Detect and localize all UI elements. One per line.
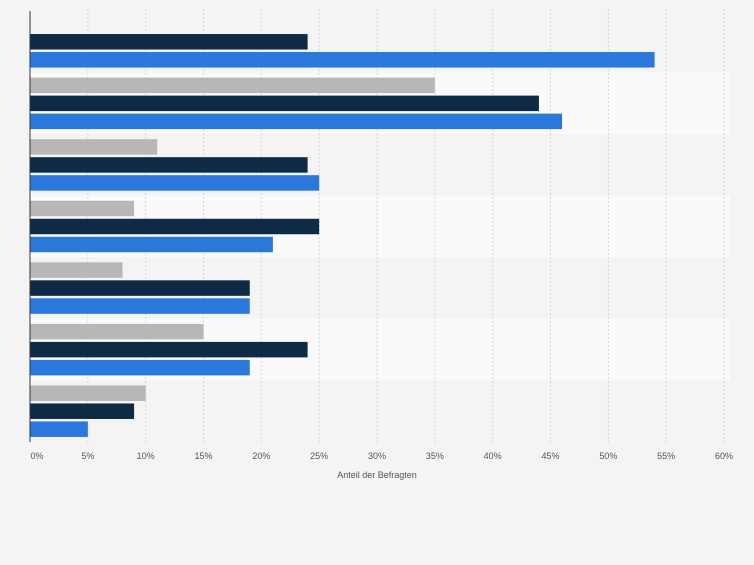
bar [30,113,563,130]
bar [30,200,135,217]
bar [30,218,320,235]
bar [30,236,273,253]
x-tick-label: 60% [715,451,733,461]
x-tick-label: 40% [484,451,502,461]
x-tick-label: 10% [137,451,155,461]
x-tick-label: 25% [310,451,328,461]
x-tick-label: 15% [194,451,212,461]
bar [30,403,135,419]
bar [30,359,250,376]
bar [30,95,539,112]
axis: 0% 5% 10% 15% 20% 25% 30% 35% 40% 45% 50% 55% 60% [29,11,733,461]
bars [30,34,655,437]
x-tick-label: 55% [657,451,675,461]
bar [30,385,146,401]
bar [30,323,204,340]
bar [30,52,655,68]
bar [30,341,308,358]
bar [30,157,308,173]
x-axis-label: Anteil der Befragten [337,470,417,480]
bar [30,421,88,437]
bar [30,262,123,278]
bar [30,139,158,155]
bar [30,34,308,50]
bar [30,175,320,191]
bar [30,298,250,314]
row-band [30,380,730,442]
x-tick-label: 35% [426,451,444,461]
x-tick-label: 30% [368,451,386,461]
x-tick-label: 50% [599,451,617,461]
x-tick-label: 20% [252,451,270,461]
x-tick-label: 0% [30,451,43,461]
bar [30,77,435,94]
x-tick-label: 45% [541,451,559,461]
bar [30,280,250,296]
x-tick-label: 5% [81,451,94,461]
